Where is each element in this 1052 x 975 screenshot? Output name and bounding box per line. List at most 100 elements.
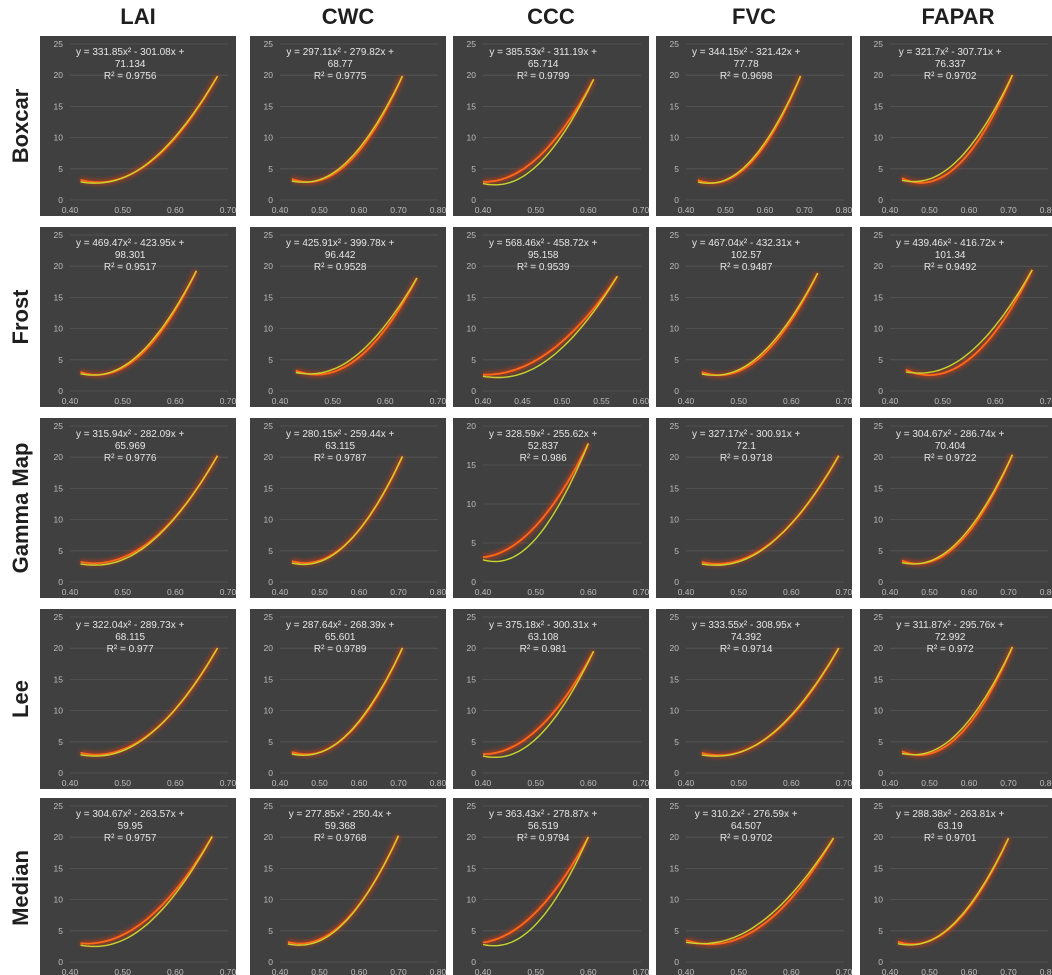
x-tick-label: 0.50 bbox=[730, 778, 747, 788]
panel-background bbox=[860, 609, 1052, 789]
x-tick-label: 0.80 bbox=[430, 778, 447, 788]
x-tick-label: 0.80 bbox=[836, 205, 853, 215]
equation-label: y = 304.67x² - 263.57x + bbox=[76, 809, 185, 820]
y-tick-label: 25 bbox=[467, 801, 477, 811]
y-tick-label: 0 bbox=[58, 768, 63, 778]
y-tick-label: 25 bbox=[54, 801, 64, 811]
y-tick-label: 25 bbox=[874, 230, 884, 240]
x-tick-label: 0.50 bbox=[114, 778, 131, 788]
x-tick-label: 0.70 bbox=[220, 587, 237, 597]
x-tick-label: 0.50 bbox=[730, 967, 747, 975]
data-curve bbox=[482, 836, 589, 947]
x-tick-label: 0.40 bbox=[272, 205, 289, 215]
r-squared-label: R² = 0.9517 bbox=[104, 262, 157, 273]
panel-background bbox=[656, 418, 852, 598]
y-tick-label: 0 bbox=[674, 577, 679, 587]
x-tick-label: 0.40 bbox=[678, 205, 695, 215]
y-tick-label: 0 bbox=[58, 577, 63, 587]
equation-label: y = 425.91x² - 399.78x + bbox=[286, 238, 395, 249]
r-squared-label: R² = 0.9714 bbox=[720, 644, 773, 655]
y-tick-label: 5 bbox=[471, 538, 476, 548]
r-squared-label: R² = 0.9776 bbox=[104, 453, 157, 464]
equation-label: 64.507 bbox=[731, 821, 762, 832]
r-squared-label: R² = 0.9794 bbox=[517, 833, 570, 844]
panel-gamma-map-fapar: 0 5 10 15 20 25 0.40 0.50 0.60 0.70 0.80 y = 304.67… bbox=[860, 418, 1052, 598]
equation-label: y = 344.15x² - 321.42x + bbox=[692, 47, 801, 58]
equation-label: y = 469.47x² - 423.95x + bbox=[76, 238, 185, 249]
x-tick-label: 0.40 bbox=[272, 396, 289, 406]
equation-label: 63.108 bbox=[528, 632, 559, 643]
panel-background bbox=[656, 798, 852, 975]
y-tick-label: 25 bbox=[874, 39, 884, 49]
x-tick-label: 0.50 bbox=[921, 967, 938, 975]
data-curve bbox=[697, 75, 802, 185]
y-tick-label: 20 bbox=[54, 452, 64, 462]
x-tick-label: 0.40 bbox=[882, 967, 899, 975]
y-tick-label: 5 bbox=[674, 737, 679, 747]
y-tick-label: 5 bbox=[674, 164, 679, 174]
y-tick-label: 10 bbox=[264, 706, 274, 716]
y-tick-label: 10 bbox=[467, 324, 477, 334]
x-tick-label: 0.40 bbox=[272, 967, 289, 975]
equation-label: 102.57 bbox=[731, 250, 762, 261]
x-tick-label: 0.60 bbox=[351, 967, 368, 975]
equation-label: 74.392 bbox=[731, 632, 762, 643]
r-squared-label: R² = 0.9539 bbox=[517, 262, 570, 273]
data-curve bbox=[80, 836, 213, 948]
x-tick-label: 0.50 bbox=[934, 396, 951, 406]
x-tick-label: 0.40 bbox=[678, 967, 695, 975]
x-tick-label: 0.50 bbox=[730, 396, 747, 406]
x-tick-label: 0.60 bbox=[580, 205, 597, 215]
x-tick-label: 0.60 bbox=[961, 587, 978, 597]
r-squared-label: R² = 0.9789 bbox=[314, 644, 367, 655]
equation-label: 77.78 bbox=[734, 59, 759, 70]
x-tick-label: 0.60 bbox=[757, 205, 774, 215]
x-tick-label: 0.80 bbox=[430, 205, 447, 215]
equation-label: y = 327.17x² - 300.91x + bbox=[692, 429, 801, 440]
x-tick-label: 0.50 bbox=[311, 587, 328, 597]
x-tick-label: 0.70 bbox=[633, 778, 650, 788]
x-tick-label: 0.55 bbox=[593, 396, 610, 406]
y-tick-label: 20 bbox=[467, 261, 477, 271]
y-tick-label: 15 bbox=[670, 101, 680, 111]
x-tick-label: 0.60 bbox=[987, 396, 1004, 406]
x-tick-label: 0.50 bbox=[717, 205, 734, 215]
x-tick-label: 0.40 bbox=[882, 778, 899, 788]
x-tick-label: 0.40 bbox=[272, 778, 289, 788]
y-tick-label: 20 bbox=[467, 421, 477, 431]
equation-label: 70.404 bbox=[935, 441, 966, 452]
panel-boxcar-fapar: 0 5 10 15 20 25 0.40 0.50 0.60 0.70 0.80 y = 321.7x… bbox=[860, 36, 1052, 216]
equation-label: 63.19 bbox=[938, 821, 963, 832]
y-tick-label: 20 bbox=[54, 643, 64, 653]
y-tick-label: 20 bbox=[264, 70, 274, 80]
data-curve bbox=[291, 456, 404, 566]
x-tick-label: 0.80 bbox=[1040, 205, 1052, 215]
x-tick-label: 0.60 bbox=[783, 587, 800, 597]
y-tick-label: 25 bbox=[264, 39, 274, 49]
data-curve bbox=[701, 272, 819, 376]
panel-gamma-map-cwc: 0 5 10 15 20 25 0.40 0.50 0.60 0.70 0.80 y = 280.15… bbox=[250, 418, 447, 598]
equation-label: y = 385.53x² - 311.19x + bbox=[489, 47, 597, 58]
y-tick-label: 0 bbox=[878, 577, 883, 587]
y-tick-label: 10 bbox=[467, 133, 477, 143]
y-tick-label: 15 bbox=[54, 483, 64, 493]
y-tick-label: 25 bbox=[54, 39, 64, 49]
equation-label: y = 568.46x² - 458.72x + bbox=[489, 238, 598, 249]
data-curve bbox=[482, 443, 589, 563]
panel-background bbox=[860, 227, 1052, 407]
y-tick-label: 15 bbox=[264, 292, 274, 302]
x-tick-label: 0.70 bbox=[836, 396, 853, 406]
y-tick-label: 25 bbox=[264, 801, 274, 811]
y-tick-label: 25 bbox=[54, 421, 64, 431]
panel-lee-fvc: 0 5 10 15 20 25 0.40 0.50 0.60 0.70 y = 333.55x² -… bbox=[656, 609, 853, 789]
y-tick-label: 15 bbox=[670, 292, 680, 302]
r-squared-label: R² = 0.977 bbox=[107, 644, 154, 655]
data-curve bbox=[482, 275, 618, 379]
y-tick-label: 20 bbox=[874, 832, 884, 842]
equation-label: y = 315.94x² - 282.09x + bbox=[76, 429, 185, 440]
column-title-fvc: FVC bbox=[732, 4, 776, 29]
equation-label: y = 322.04x² - 289.73x + bbox=[76, 620, 185, 631]
y-tick-label: 0 bbox=[58, 386, 63, 396]
y-tick-label: 25 bbox=[264, 612, 274, 622]
equation-label: 95.158 bbox=[528, 250, 559, 261]
